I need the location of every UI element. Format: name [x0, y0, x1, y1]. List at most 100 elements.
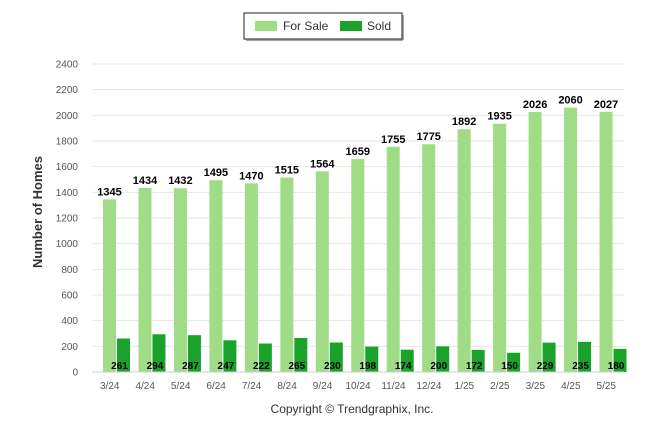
- data-label-for-sale: 1495: [204, 167, 228, 179]
- bar-for-sale: [528, 111, 542, 372]
- x-tick-label: 1/25: [455, 381, 475, 392]
- x-tick-label: 11/24: [381, 381, 406, 392]
- data-label-for-sale: 1935: [487, 111, 511, 123]
- bar-sold: [578, 341, 592, 372]
- data-label-sold: 198: [359, 361, 376, 372]
- y-tick-label: 1400: [56, 188, 79, 199]
- y-tick-label: 2200: [56, 85, 79, 96]
- y-tick-label: 1000: [56, 239, 79, 250]
- data-label-sold: 294: [147, 361, 164, 372]
- data-label-sold: 172: [466, 361, 483, 372]
- y-tick-label: 2000: [56, 111, 79, 122]
- data-label-for-sale: 1345: [97, 186, 121, 198]
- bar-sold: [507, 352, 521, 372]
- y-tick-label: 0: [72, 368, 78, 379]
- data-label-sold: 261: [111, 361, 128, 372]
- data-label-sold: 230: [324, 361, 341, 372]
- y-tick-label: 200: [61, 342, 78, 353]
- data-label-sold: 200: [430, 361, 447, 372]
- x-tick-label: 10/24: [345, 381, 370, 392]
- data-label-for-sale: 1434: [133, 175, 158, 187]
- bar-for-sale: [564, 107, 578, 372]
- bar-for-sale: [457, 129, 471, 372]
- x-tick-label: 4/25: [561, 381, 581, 392]
- x-tick-label: 3/25: [526, 381, 546, 392]
- bar-sold: [117, 338, 130, 372]
- bar-for-sale: [280, 177, 294, 372]
- y-tick-label: 800: [61, 265, 78, 276]
- data-label-sold: 235: [572, 361, 589, 372]
- x-tick-label: 12/24: [416, 381, 441, 392]
- bar-sold: [294, 337, 308, 372]
- bar-sold: [400, 349, 414, 372]
- bar-for-sale: [103, 199, 116, 372]
- data-label-for-sale: 2027: [594, 99, 618, 111]
- bar-for-sale: [173, 188, 187, 372]
- data-label-for-sale: 1564: [310, 158, 335, 170]
- x-axis-ticks: 3/24 4/24 5/24 6/24 7/24 8/24 9/24 10/24 11/24 12…: [100, 381, 616, 392]
- data-label-sold: 222: [253, 361, 270, 372]
- data-label-for-sale: 2060: [558, 95, 582, 107]
- legend-label-for-sale: For Sale: [283, 19, 329, 33]
- bar-sold: [329, 342, 343, 372]
- legend-label-sold: Sold: [367, 19, 391, 33]
- bar-sold: [365, 346, 379, 372]
- data-label-sold: 229: [537, 361, 554, 372]
- bar-sold: [258, 343, 272, 372]
- x-tick-label: 5/25: [597, 381, 617, 392]
- bar-sold: [542, 342, 556, 372]
- x-tick-label: 2/25: [490, 381, 510, 392]
- y-tick-label: 1600: [56, 162, 79, 173]
- bar-sold: [613, 348, 627, 372]
- y-tick-label: 600: [61, 291, 78, 302]
- bar-for-sale: [138, 187, 152, 372]
- bar-for-sale: [422, 144, 436, 372]
- x-tick-label: 4/24: [135, 381, 155, 392]
- data-label-for-sale: 1775: [416, 131, 440, 143]
- data-label-for-sale: 1470: [239, 170, 263, 182]
- bar-for-sale: [599, 111, 613, 372]
- bar-sold: [187, 335, 201, 372]
- y-axis-title: Number of Homes: [30, 156, 45, 268]
- bars: [103, 107, 627, 372]
- data-label-for-sale: 1432: [168, 175, 192, 187]
- y-axis-ticks: 0 200 400 600 800 1000 1200 1400 1600 1800 2000 220…: [56, 60, 79, 379]
- y-tick-label: 400: [61, 316, 78, 327]
- data-label-sold: 174: [395, 361, 412, 372]
- data-label-for-sale: 2026: [523, 99, 547, 111]
- bar-sold: [436, 346, 450, 372]
- y-tick-label: 1200: [56, 214, 79, 225]
- data-label-for-sale: 1659: [346, 146, 370, 158]
- bar-for-sale: [315, 171, 329, 372]
- data-label-for-sale: 1892: [452, 116, 476, 128]
- data-label-sold: 247: [218, 361, 235, 372]
- legend-swatch-sold: [340, 21, 362, 31]
- legend-swatch-for-sale: [255, 21, 277, 31]
- y-tick-label: 1800: [56, 137, 79, 148]
- data-labels: 1345 261 1434 294 1432 287 1495 247 1470 222 1515 2…: [97, 95, 625, 372]
- data-label-sold: 180: [608, 361, 625, 372]
- bar-sold: [471, 349, 485, 372]
- data-label-for-sale: 1515: [275, 165, 299, 177]
- data-label-for-sale: 1755: [381, 134, 405, 146]
- x-tick-label: 3/24: [100, 381, 120, 392]
- bar-for-sale: [386, 146, 400, 372]
- bar-for-sale: [244, 183, 258, 372]
- bar-for-sale: [493, 123, 507, 372]
- x-tick-label: 5/24: [171, 381, 191, 392]
- bar-for-sale: [209, 180, 223, 372]
- x-tick-label: 6/24: [206, 381, 226, 392]
- legend: For Sale Sold: [243, 12, 404, 41]
- data-label-sold: 150: [501, 361, 518, 372]
- data-label-sold: 287: [182, 361, 199, 372]
- x-tick-label: 7/24: [242, 381, 262, 392]
- data-label-sold: 265: [288, 361, 305, 372]
- bar-sold: [223, 340, 237, 372]
- copyright-text: Copyright © Trendgraphix, Inc.: [271, 402, 434, 416]
- x-tick-label: 9/24: [313, 381, 333, 392]
- x-tick-label: 8/24: [277, 381, 297, 392]
- bar-for-sale: [351, 159, 365, 372]
- y-tick-label: 2400: [56, 60, 79, 71]
